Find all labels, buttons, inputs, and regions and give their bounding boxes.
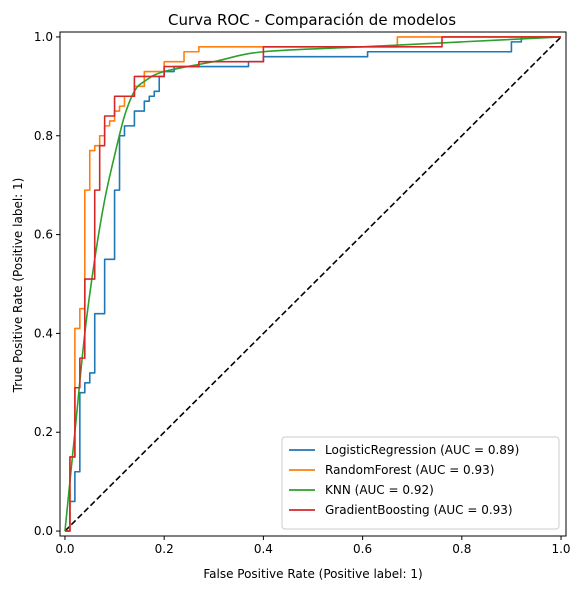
x-tick-label-2: 0.4 bbox=[254, 542, 273, 556]
x-tick-label-5: 1.0 bbox=[551, 542, 570, 556]
y-tick-label-2: 0.4 bbox=[34, 326, 53, 340]
series-line-3 bbox=[64, 36, 562, 532]
series-line-1 bbox=[64, 36, 562, 532]
y-tick-label-5: 1.0 bbox=[34, 30, 53, 44]
x-tick-label-4: 0.8 bbox=[452, 542, 471, 556]
chart-title: Curva ROC - Comparación de modelos bbox=[168, 11, 456, 29]
x-tick-label-1: 0.2 bbox=[155, 542, 174, 556]
y-axis-label: True Positive Rate (Positive label: 1) bbox=[11, 178, 25, 394]
y-tick-label-3: 0.6 bbox=[34, 228, 53, 242]
legend-label-0: LogisticRegression (AUC = 0.89) bbox=[325, 443, 519, 457]
legend-label-2: KNN (AUC = 0.92) bbox=[325, 483, 434, 497]
legend: LogisticRegression (AUC = 0.89) RandomFor… bbox=[281, 436, 560, 530]
legend-label-1: RandomForest (AUC = 0.93) bbox=[325, 463, 494, 477]
x-axis-label: False Positive Rate (Positive label: 1) bbox=[203, 567, 422, 581]
y-tick-label-1: 0.2 bbox=[34, 425, 53, 439]
x-tick-label-3: 0.6 bbox=[353, 542, 372, 556]
y-tick-label-0: 0.0 bbox=[34, 524, 53, 538]
axis-ticks: 0.0 0.2 0.4 0.6 0.8 1.0 0.0 0.2 0.4 0.6 0.8 1.0 bbox=[34, 30, 571, 556]
axes-frame bbox=[59, 31, 567, 537]
x-tick-label-0: 0.0 bbox=[55, 542, 74, 556]
y-tick-label-4: 0.8 bbox=[34, 129, 53, 143]
legend-label-3: GradientBoosting (AUC = 0.93) bbox=[325, 503, 513, 517]
legend-box bbox=[281, 436, 560, 530]
plot-area bbox=[59, 31, 567, 537]
